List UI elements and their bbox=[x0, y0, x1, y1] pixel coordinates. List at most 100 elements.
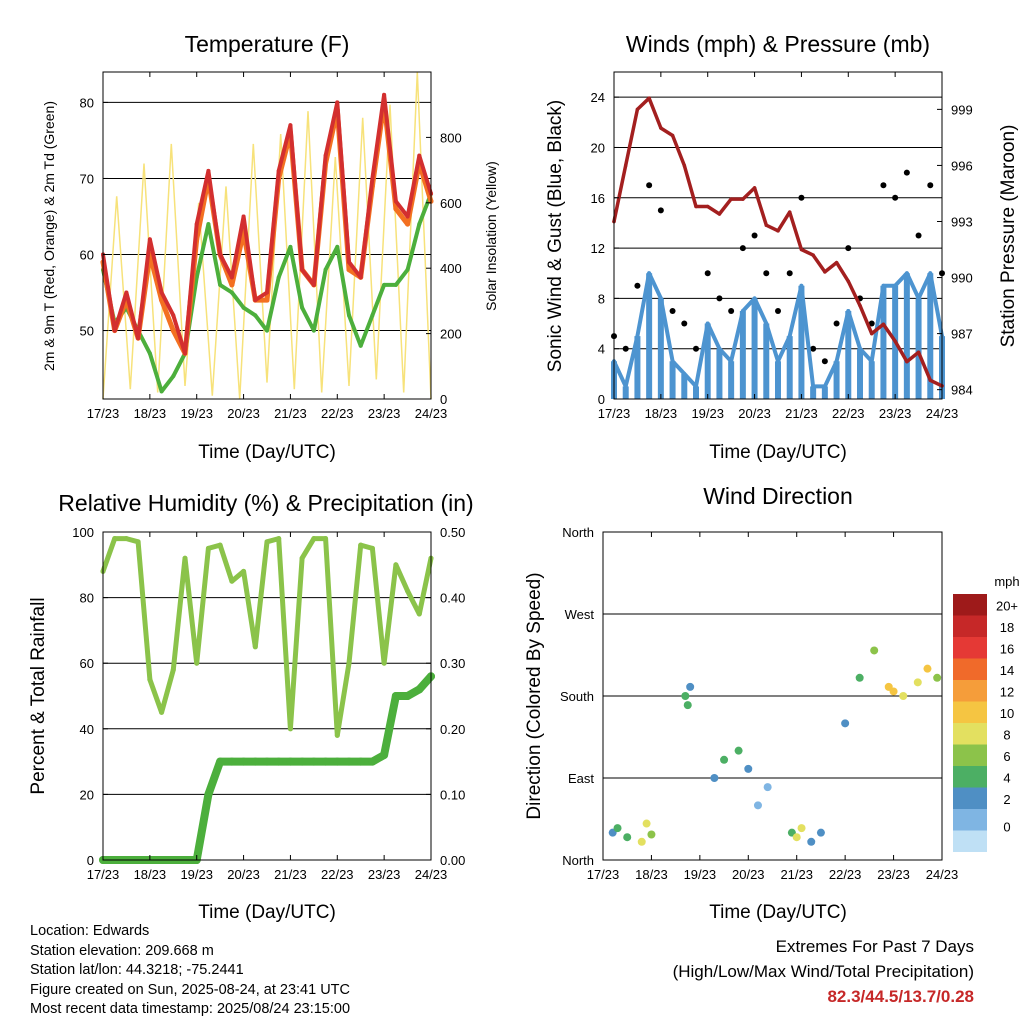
direction-point bbox=[683, 701, 692, 710]
humidity-line-point bbox=[217, 542, 223, 548]
temp-2m-line-point bbox=[288, 123, 293, 128]
wind-speed-line-point bbox=[682, 371, 687, 376]
x-tick-label: 19/23 bbox=[180, 867, 213, 882]
dewpoint-line-point bbox=[311, 328, 316, 333]
direction-panel: Wind Direction 17/23 18/23 19/23 20/23 21/23… bbox=[524, 483, 1020, 923]
gust-point bbox=[880, 182, 887, 189]
pressure-line-point bbox=[670, 133, 675, 138]
precipitation-line-point bbox=[309, 757, 318, 766]
temp-2m-line-point bbox=[124, 290, 129, 295]
x-tick-label: 19/23 bbox=[691, 406, 724, 421]
humidity-line-point bbox=[170, 667, 176, 673]
dewpoint-line-point bbox=[171, 374, 176, 379]
x-tick-label: 24/23 bbox=[415, 867, 448, 882]
precipitation-line-point bbox=[345, 757, 353, 766]
humidity-line-point bbox=[159, 709, 165, 715]
temp-2m-line-point bbox=[171, 313, 176, 318]
x-tick-label: 24/23 bbox=[926, 406, 959, 421]
temperature-y-ticks-left: 50 60 70 80 bbox=[80, 95, 108, 339]
wind-speed-line-point bbox=[916, 296, 921, 301]
y-tick-label: East bbox=[568, 771, 594, 786]
x-tick-label: 21/23 bbox=[780, 867, 813, 882]
humidity-line-point bbox=[346, 660, 352, 666]
direction-y-ticks-left: North East South West North bbox=[560, 525, 608, 868]
x-tick-label: 20/23 bbox=[227, 867, 260, 882]
precipitation-line-point bbox=[380, 751, 389, 760]
y-tick-label: North bbox=[562, 525, 594, 540]
x-tick-label: 19/23 bbox=[684, 867, 717, 882]
temp-9m-line-point bbox=[170, 328, 176, 334]
pressure-line-point bbox=[869, 331, 874, 336]
direction-point bbox=[763, 783, 772, 792]
y-tick-label: 24 bbox=[591, 90, 605, 105]
pressure-line-point bbox=[905, 359, 909, 364]
humidity-line-point bbox=[252, 644, 258, 650]
gust-point bbox=[728, 307, 735, 314]
y-tick-label: 0 bbox=[440, 392, 447, 407]
wind-speed-line-point bbox=[694, 384, 698, 389]
x-tick-label: 22/23 bbox=[832, 406, 865, 421]
extremes-box: Extremes For Past 7 Days (High/Low/Max W… bbox=[673, 934, 974, 1009]
pressure-line-point bbox=[647, 96, 651, 100]
y-tick-label: 16 bbox=[591, 191, 605, 206]
y-tick-label: 80 bbox=[80, 95, 94, 110]
station-latlon: Station lat/lon: 44.3218; -75.2441 bbox=[30, 962, 244, 978]
temp-2m-line-point bbox=[393, 199, 398, 204]
pressure-line-point bbox=[881, 322, 886, 327]
humidity-line-point bbox=[358, 542, 364, 548]
wind-speed-line-point bbox=[776, 359, 780, 364]
speed-legend-swatch bbox=[953, 701, 987, 723]
x-tick-label: 21/23 bbox=[274, 406, 307, 421]
x-tick-label: 23/23 bbox=[368, 406, 401, 421]
temperature-y-ticks-right: 0 200 400 600 800 bbox=[426, 130, 462, 407]
temp-9m-line bbox=[100, 99, 434, 356]
wind-y-ticks-right: 984 987 990 993 996 999 bbox=[937, 102, 973, 398]
y-tick-label: 0.30 bbox=[440, 656, 465, 671]
wind-panel: Winds (mph) & Pressure (mb) 17/23 18/23 19… bbox=[545, 31, 1019, 463]
y-tick-label: West bbox=[565, 607, 595, 622]
y-tick-label: South bbox=[560, 689, 594, 704]
pressure-line-point bbox=[893, 339, 897, 343]
y-tick-label: 80 bbox=[80, 591, 94, 606]
precipitation-line bbox=[99, 672, 435, 864]
direction-scatter-points bbox=[608, 646, 942, 846]
wind-speed-line-point bbox=[623, 384, 628, 389]
humidity-x-label: Time (Day/UTC) bbox=[198, 902, 336, 923]
gust-point bbox=[634, 282, 641, 289]
wind-speed-line-point bbox=[811, 384, 816, 389]
y-tick-label: 200 bbox=[440, 327, 462, 342]
gust-point bbox=[646, 182, 653, 189]
speed-legend-label: 12 bbox=[1000, 685, 1014, 700]
humidity-line-point bbox=[393, 562, 399, 568]
y-tick-label: 400 bbox=[440, 261, 462, 276]
wind-plot-frame bbox=[613, 71, 943, 400]
humidity-line-point bbox=[287, 726, 293, 732]
pressure-line-point bbox=[928, 378, 933, 383]
speed-legend-swatch bbox=[953, 787, 987, 809]
temperature-y-label-left: 2m & 9m T (Red, Orange) & 2m Td (Green) bbox=[41, 101, 57, 371]
humidity-line-point bbox=[299, 555, 305, 561]
dewpoint-line-point bbox=[218, 282, 223, 287]
wind-y-label-right: Station Pressure (Maroon) bbox=[998, 125, 1019, 348]
humidity-line-point bbox=[123, 536, 129, 542]
direction-point bbox=[889, 687, 898, 696]
temp-2m-line-point bbox=[218, 252, 223, 257]
temp-2m-line-point bbox=[335, 100, 340, 105]
gust-point bbox=[751, 232, 758, 239]
y-tick-label: 12 bbox=[591, 241, 605, 256]
humidity-y-ticks-left: 0 20 40 60 80 100 bbox=[72, 525, 108, 868]
x-tick-label: 18/23 bbox=[635, 867, 668, 882]
temp-2m-line-point bbox=[253, 298, 258, 303]
y-tick-label: 20 bbox=[591, 140, 605, 155]
y-tick-label: 999 bbox=[951, 102, 973, 117]
dewpoint-line-point bbox=[382, 282, 387, 287]
precipitation-line-point bbox=[286, 757, 295, 766]
temp-2m-line-point bbox=[358, 275, 363, 280]
station-info: Location: Edwards Station elevation: 209… bbox=[30, 922, 350, 1020]
speed-legend-swatch bbox=[953, 744, 987, 766]
insolation-line bbox=[102, 71, 432, 400]
x-tick-label: 20/23 bbox=[732, 867, 765, 882]
precipitation-line-point bbox=[274, 757, 283, 766]
direction-point bbox=[734, 746, 743, 755]
